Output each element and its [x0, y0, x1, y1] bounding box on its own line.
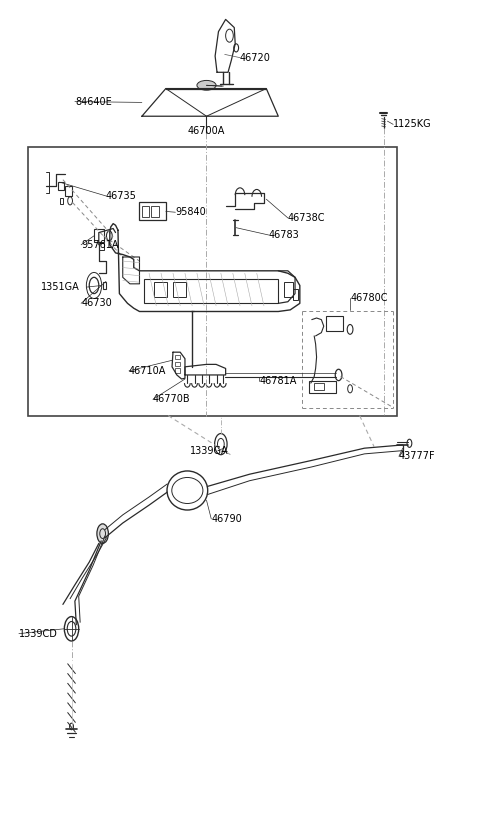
- Text: 46720: 46720: [240, 53, 271, 63]
- Ellipse shape: [197, 81, 216, 90]
- Text: 84640E: 84640E: [75, 97, 112, 107]
- Text: 46735: 46735: [106, 191, 137, 201]
- Text: 1339CD: 1339CD: [19, 628, 58, 639]
- Text: 46790: 46790: [211, 514, 242, 524]
- Bar: [94, 229, 104, 241]
- Circle shape: [97, 524, 108, 544]
- Bar: [284, 282, 293, 297]
- Bar: [175, 368, 180, 372]
- Text: 46700A: 46700A: [187, 126, 225, 136]
- Bar: [310, 381, 336, 393]
- Text: 1351GA: 1351GA: [41, 282, 80, 292]
- Text: 46783: 46783: [269, 230, 300, 240]
- Text: 46710A: 46710A: [129, 366, 167, 376]
- Text: 46780C: 46780C: [350, 293, 387, 302]
- Bar: [154, 282, 167, 297]
- Bar: [60, 198, 63, 204]
- Text: 46781A: 46781A: [259, 376, 297, 385]
- Bar: [58, 182, 64, 190]
- Bar: [175, 355, 180, 359]
- Bar: [152, 205, 158, 217]
- Bar: [326, 316, 343, 331]
- Text: 1125KG: 1125KG: [393, 119, 432, 130]
- Bar: [28, 148, 397, 416]
- Bar: [173, 282, 186, 297]
- Bar: [293, 289, 299, 300]
- Bar: [65, 186, 72, 196]
- Text: 95840: 95840: [175, 207, 206, 218]
- Text: 46770B: 46770B: [153, 394, 191, 404]
- Text: 43777F: 43777F: [399, 452, 435, 461]
- Bar: [99, 243, 104, 249]
- Bar: [140, 202, 166, 220]
- Bar: [144, 279, 278, 303]
- Bar: [175, 362, 180, 366]
- Text: 46738C: 46738C: [288, 213, 325, 223]
- Bar: [142, 205, 149, 217]
- Text: 95761A: 95761A: [81, 240, 119, 249]
- Text: 46730: 46730: [81, 298, 112, 308]
- Bar: [314, 383, 324, 390]
- Text: 1339GA: 1339GA: [190, 446, 228, 456]
- Bar: [103, 282, 107, 289]
